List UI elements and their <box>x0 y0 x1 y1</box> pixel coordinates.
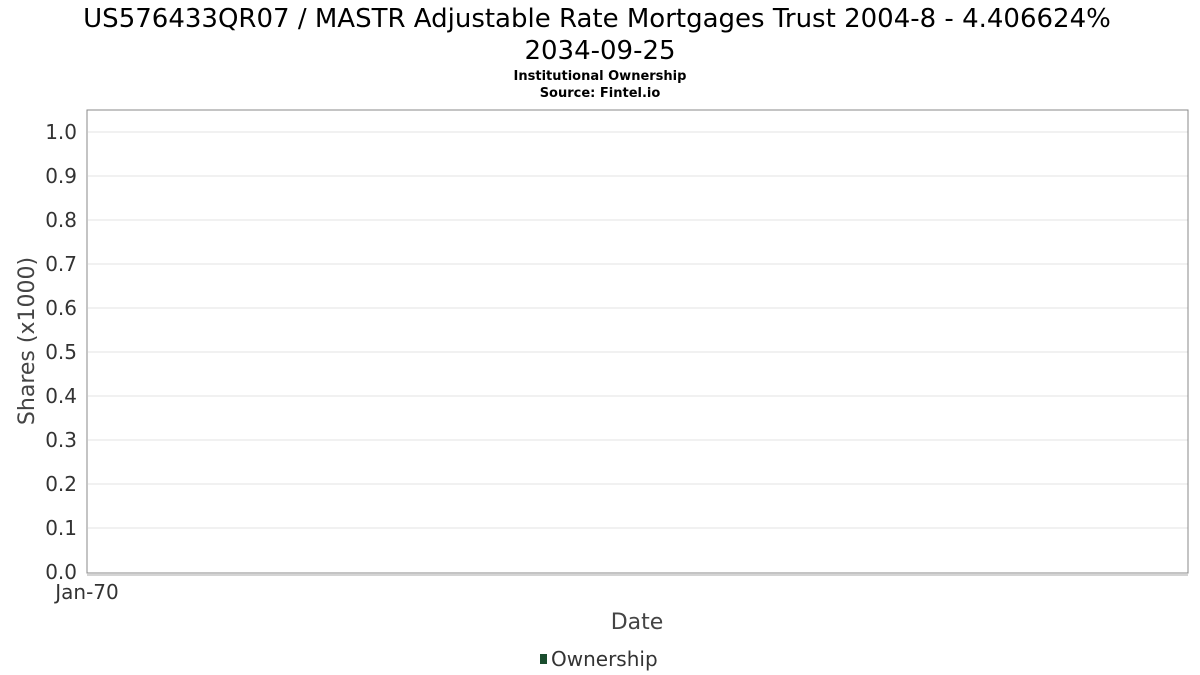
chart-subtitle-line2: Source: Fintel.io <box>540 86 661 101</box>
legend-label-ownership: Ownership <box>551 647 658 671</box>
y-tick-label: 0.0 <box>45 560 77 584</box>
y-tick-label: 1.0 <box>45 120 77 144</box>
x-tick-labels: Jan-70 <box>53 580 119 604</box>
y-tick-label: 0.2 <box>45 472 77 496</box>
plot-area-frame <box>86 109 1189 574</box>
y-tick-label: 0.1 <box>45 516 77 540</box>
legend-swatch-ownership <box>540 654 547 664</box>
y-tick-label: 0.8 <box>45 208 77 232</box>
x-axis-label: Date <box>611 610 664 635</box>
y-tick-label: 0.9 <box>45 164 77 188</box>
y-tick-label: 0.5 <box>45 340 77 364</box>
y-tick-label: 0.7 <box>45 252 77 276</box>
grid-lines <box>88 131 1188 529</box>
legend: Ownership <box>540 647 658 671</box>
y-tick-labels: 0.0 0.1 0.2 0.3 0.4 0.5 0.6 0.7 0.8 0.9 1.0 <box>45 120 77 584</box>
chart-title-line2: 2034-09-25 <box>524 36 675 66</box>
y-tick-label: 0.3 <box>45 428 77 452</box>
y-axis-label: Shares (x1000) <box>15 257 40 425</box>
y-tick-label: 0.4 <box>45 384 77 408</box>
y-tick-label: 0.6 <box>45 296 77 320</box>
chart-subtitle-line1: Institutional Ownership <box>514 69 687 84</box>
chart-title-line1: US576433QR07 / MASTR Adjustable Rate Mor… <box>83 4 1111 34</box>
x-tick-label: Jan-70 <box>53 580 119 604</box>
